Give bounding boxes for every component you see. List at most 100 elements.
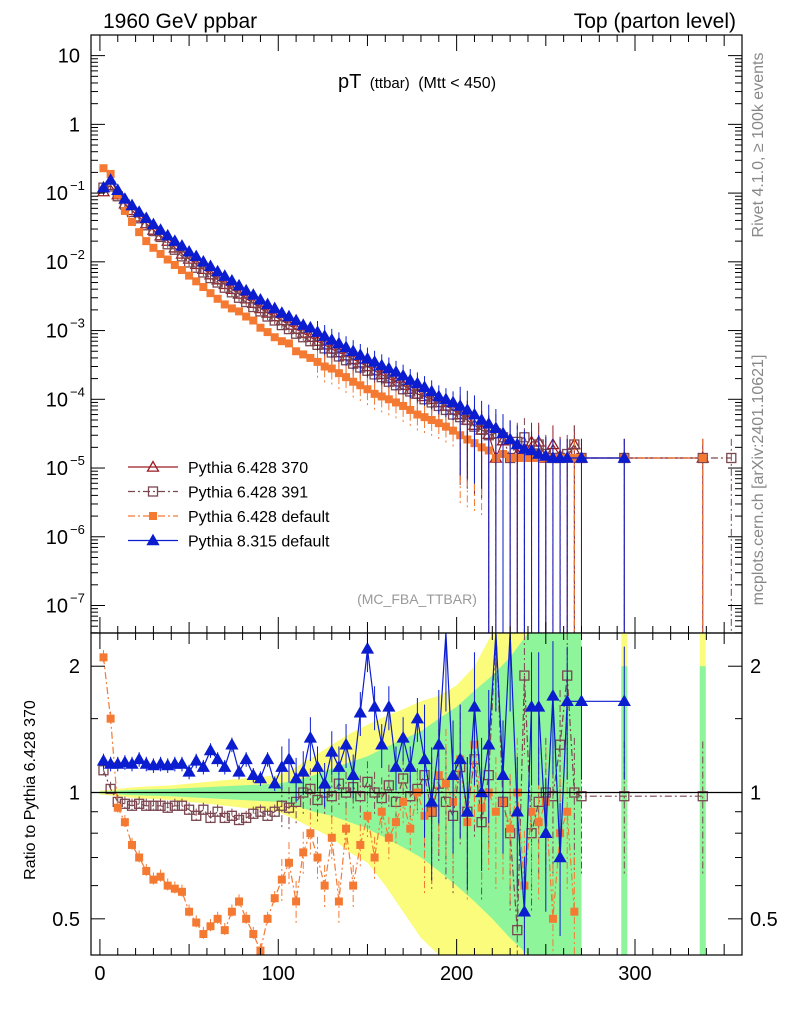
legend-marker-p6def — [149, 512, 157, 520]
ratio-point-p8 — [425, 795, 439, 807]
main-ytick-label-exponent: −3 — [70, 316, 85, 331]
ratio-point-p8 — [118, 755, 132, 768]
ratio-point-p8 — [239, 752, 253, 765]
ratio-point-p8 — [446, 768, 460, 780]
main-point-p8 — [146, 217, 161, 230]
ratio-point-p8 — [182, 765, 196, 777]
main-point-p6def — [142, 237, 151, 246]
main-point-p8 — [103, 173, 118, 185]
ratio-point-p391 — [519, 670, 530, 681]
ratio-point-p6def — [235, 897, 244, 906]
ratio-point-p8 — [546, 689, 560, 701]
ratio-point-p6def — [277, 875, 286, 884]
legend-label-p6def: Pythia 6.428 default — [188, 509, 330, 526]
main-point-p6def — [213, 294, 222, 303]
main-point-p8 — [453, 399, 467, 411]
ratio-ytick-label-right: 1 — [750, 783, 761, 805]
main-ytick-label: 10 — [46, 183, 68, 205]
ratio-xtick-label: 100 — [262, 963, 295, 985]
main-point-p8 — [410, 376, 425, 389]
main-point-p6def — [220, 300, 229, 309]
ratio-point-p8 — [403, 760, 417, 772]
main-point-p8 — [289, 313, 303, 326]
ratio-point-p8 — [232, 765, 246, 777]
ratio-point-p8 — [360, 642, 375, 654]
ratio-point-p8 — [417, 752, 432, 765]
ratio-point-p391 — [283, 802, 295, 813]
main-point-p6def — [356, 381, 365, 390]
ratio-point-p6def — [199, 930, 208, 939]
ratio-point-p391 — [326, 791, 337, 802]
ratio-point-p8 — [211, 752, 225, 765]
main-point-p6def — [406, 405, 415, 414]
header-left: 1960 GeV ppbar — [103, 10, 257, 33]
main-point-p8 — [346, 344, 360, 357]
main-point-p8 — [353, 348, 367, 360]
main-point-p6def — [420, 413, 429, 422]
ratio-ytick-label-left: 0.5 — [52, 909, 80, 931]
ratio-band-green — [99, 633, 582, 955]
ratio-xtick-label: 300 — [618, 963, 651, 985]
ratio-point-p6def — [563, 807, 572, 816]
ratio-point-p6def — [441, 779, 450, 788]
main-point-p8 — [239, 283, 253, 296]
main-point-p8 — [232, 278, 246, 291]
main-point-p8 — [367, 355, 382, 367]
ratio-point-p391 — [205, 812, 216, 824]
main-point-p8 — [396, 368, 410, 381]
main-ytick-label: 10 — [46, 596, 68, 618]
main-point-p8 — [439, 392, 453, 405]
ratio-point-p8 — [396, 731, 410, 743]
ratio-point-p8 — [318, 776, 332, 789]
ratio-point-p391 — [183, 804, 195, 815]
ratio-point-p391 — [126, 800, 138, 811]
ratio-point-p8 — [218, 760, 232, 772]
ratio-point-p6def — [142, 867, 151, 876]
main-line-p8 — [103, 179, 625, 459]
ratio-point-p6def — [113, 803, 122, 812]
ratio-point-p6def — [327, 833, 336, 842]
ratio-point-p8 — [153, 757, 168, 769]
main-point-p8 — [196, 255, 210, 267]
ratio-point-p8 — [339, 737, 353, 750]
ratio-xtick-label: 0 — [94, 963, 105, 985]
main-point-p8 — [425, 384, 439, 397]
ratio-point-p8 — [268, 776, 282, 789]
main-point-p391 — [290, 328, 302, 339]
ratio-point-p8 — [617, 694, 631, 707]
main-ytick-label: 10 — [58, 46, 80, 68]
ratio-point-p6def — [299, 848, 308, 857]
ratio-point-p8 — [353, 705, 367, 718]
ratio-point-p391 — [191, 810, 202, 821]
main-point-p6def — [235, 307, 244, 316]
ratio-point-p8 — [246, 768, 260, 780]
main-point-p8 — [296, 318, 310, 330]
main-point-p8 — [125, 198, 139, 211]
main-point-p6def — [399, 401, 408, 410]
main-point-p6def — [306, 353, 315, 362]
main-point-p391 — [305, 336, 316, 347]
ratio-point-p8 — [139, 757, 153, 769]
main-point-p391 — [212, 277, 223, 288]
legend-marker-p370 — [146, 460, 160, 472]
ratio-point-p391 — [576, 791, 587, 802]
main-ytick-label-exponent: −4 — [70, 384, 85, 399]
ratio-point-p391 — [155, 800, 166, 811]
main-title-pt: pT — [338, 71, 361, 93]
main-title-cut: (Mtt < 450) — [418, 75, 496, 92]
ratio-point-p6def — [370, 853, 379, 862]
legend: Pythia 6.428 370 Pythia 6.428 391 Pythia 6… — [128, 460, 330, 551]
main-ytick-label: 10 — [46, 321, 68, 343]
ratio-point-p8 — [203, 743, 218, 756]
main-point-p8 — [503, 432, 517, 445]
ratio-point-p8 — [432, 737, 446, 750]
main-point-p8 — [389, 365, 403, 377]
ratio-point-p8 — [410, 711, 425, 724]
ratio-point-p6def — [270, 894, 279, 903]
main-point-p6def — [149, 243, 158, 252]
main-ytick-label-exponent: −6 — [70, 522, 85, 537]
ratio-point-p8 — [96, 754, 111, 766]
main-point-p8 — [246, 288, 260, 300]
